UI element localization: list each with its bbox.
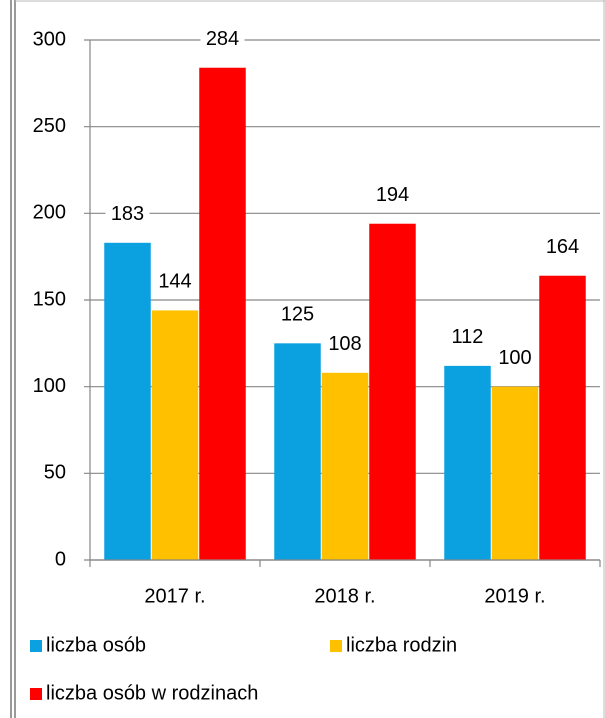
data-label: 164 <box>546 236 579 258</box>
bar <box>104 242 151 561</box>
data-label-bg <box>105 201 150 228</box>
bar <box>444 365 491 560</box>
bar <box>151 310 199 560</box>
bar <box>274 343 321 560</box>
y-tick-label: 300 <box>33 28 66 50</box>
bar <box>369 223 416 560</box>
legend-swatch <box>30 688 42 700</box>
data-label: 112 <box>452 326 484 348</box>
data-label: 108 <box>328 333 361 355</box>
legend-swatch <box>330 640 342 652</box>
x-tick-label: 2018 r. <box>314 585 375 607</box>
y-tick-label: 100 <box>33 375 66 397</box>
data-label: 284 <box>206 28 239 50</box>
data-label-bg <box>323 331 367 358</box>
y-tick-label: 200 <box>33 202 66 224</box>
y-tick-label: 150 <box>33 288 66 310</box>
legend-label: liczba osób w rodzinach <box>46 682 258 704</box>
y-tick-label: 250 <box>33 115 66 137</box>
data-label: 194 <box>376 184 409 206</box>
bar <box>491 386 539 560</box>
data-label: 125 <box>281 304 314 326</box>
x-tick-label: 2017 r. <box>144 585 205 607</box>
data-label-bg <box>275 302 320 329</box>
data-label: 144 <box>158 271 191 293</box>
data-label-bg <box>370 182 415 209</box>
data-label: 100 <box>498 347 531 369</box>
data-label-bg <box>153 269 197 296</box>
bar <box>539 275 586 560</box>
legend-swatch <box>30 640 42 652</box>
data-label-bg <box>493 345 537 372</box>
y-tick-label: 50 <box>44 462 66 484</box>
x-tick-label: 2019 r. <box>484 585 545 607</box>
data-label-bg <box>200 26 245 53</box>
y-tick-label: 0 <box>55 548 66 570</box>
data-label-bg <box>540 234 585 261</box>
bar <box>199 67 246 560</box>
legend-label: liczba rodzin <box>346 634 457 656</box>
data-label: 183 <box>111 203 144 225</box>
legend-label: liczba osób <box>46 634 146 656</box>
bar <box>321 372 369 560</box>
data-label-bg <box>445 324 490 351</box>
